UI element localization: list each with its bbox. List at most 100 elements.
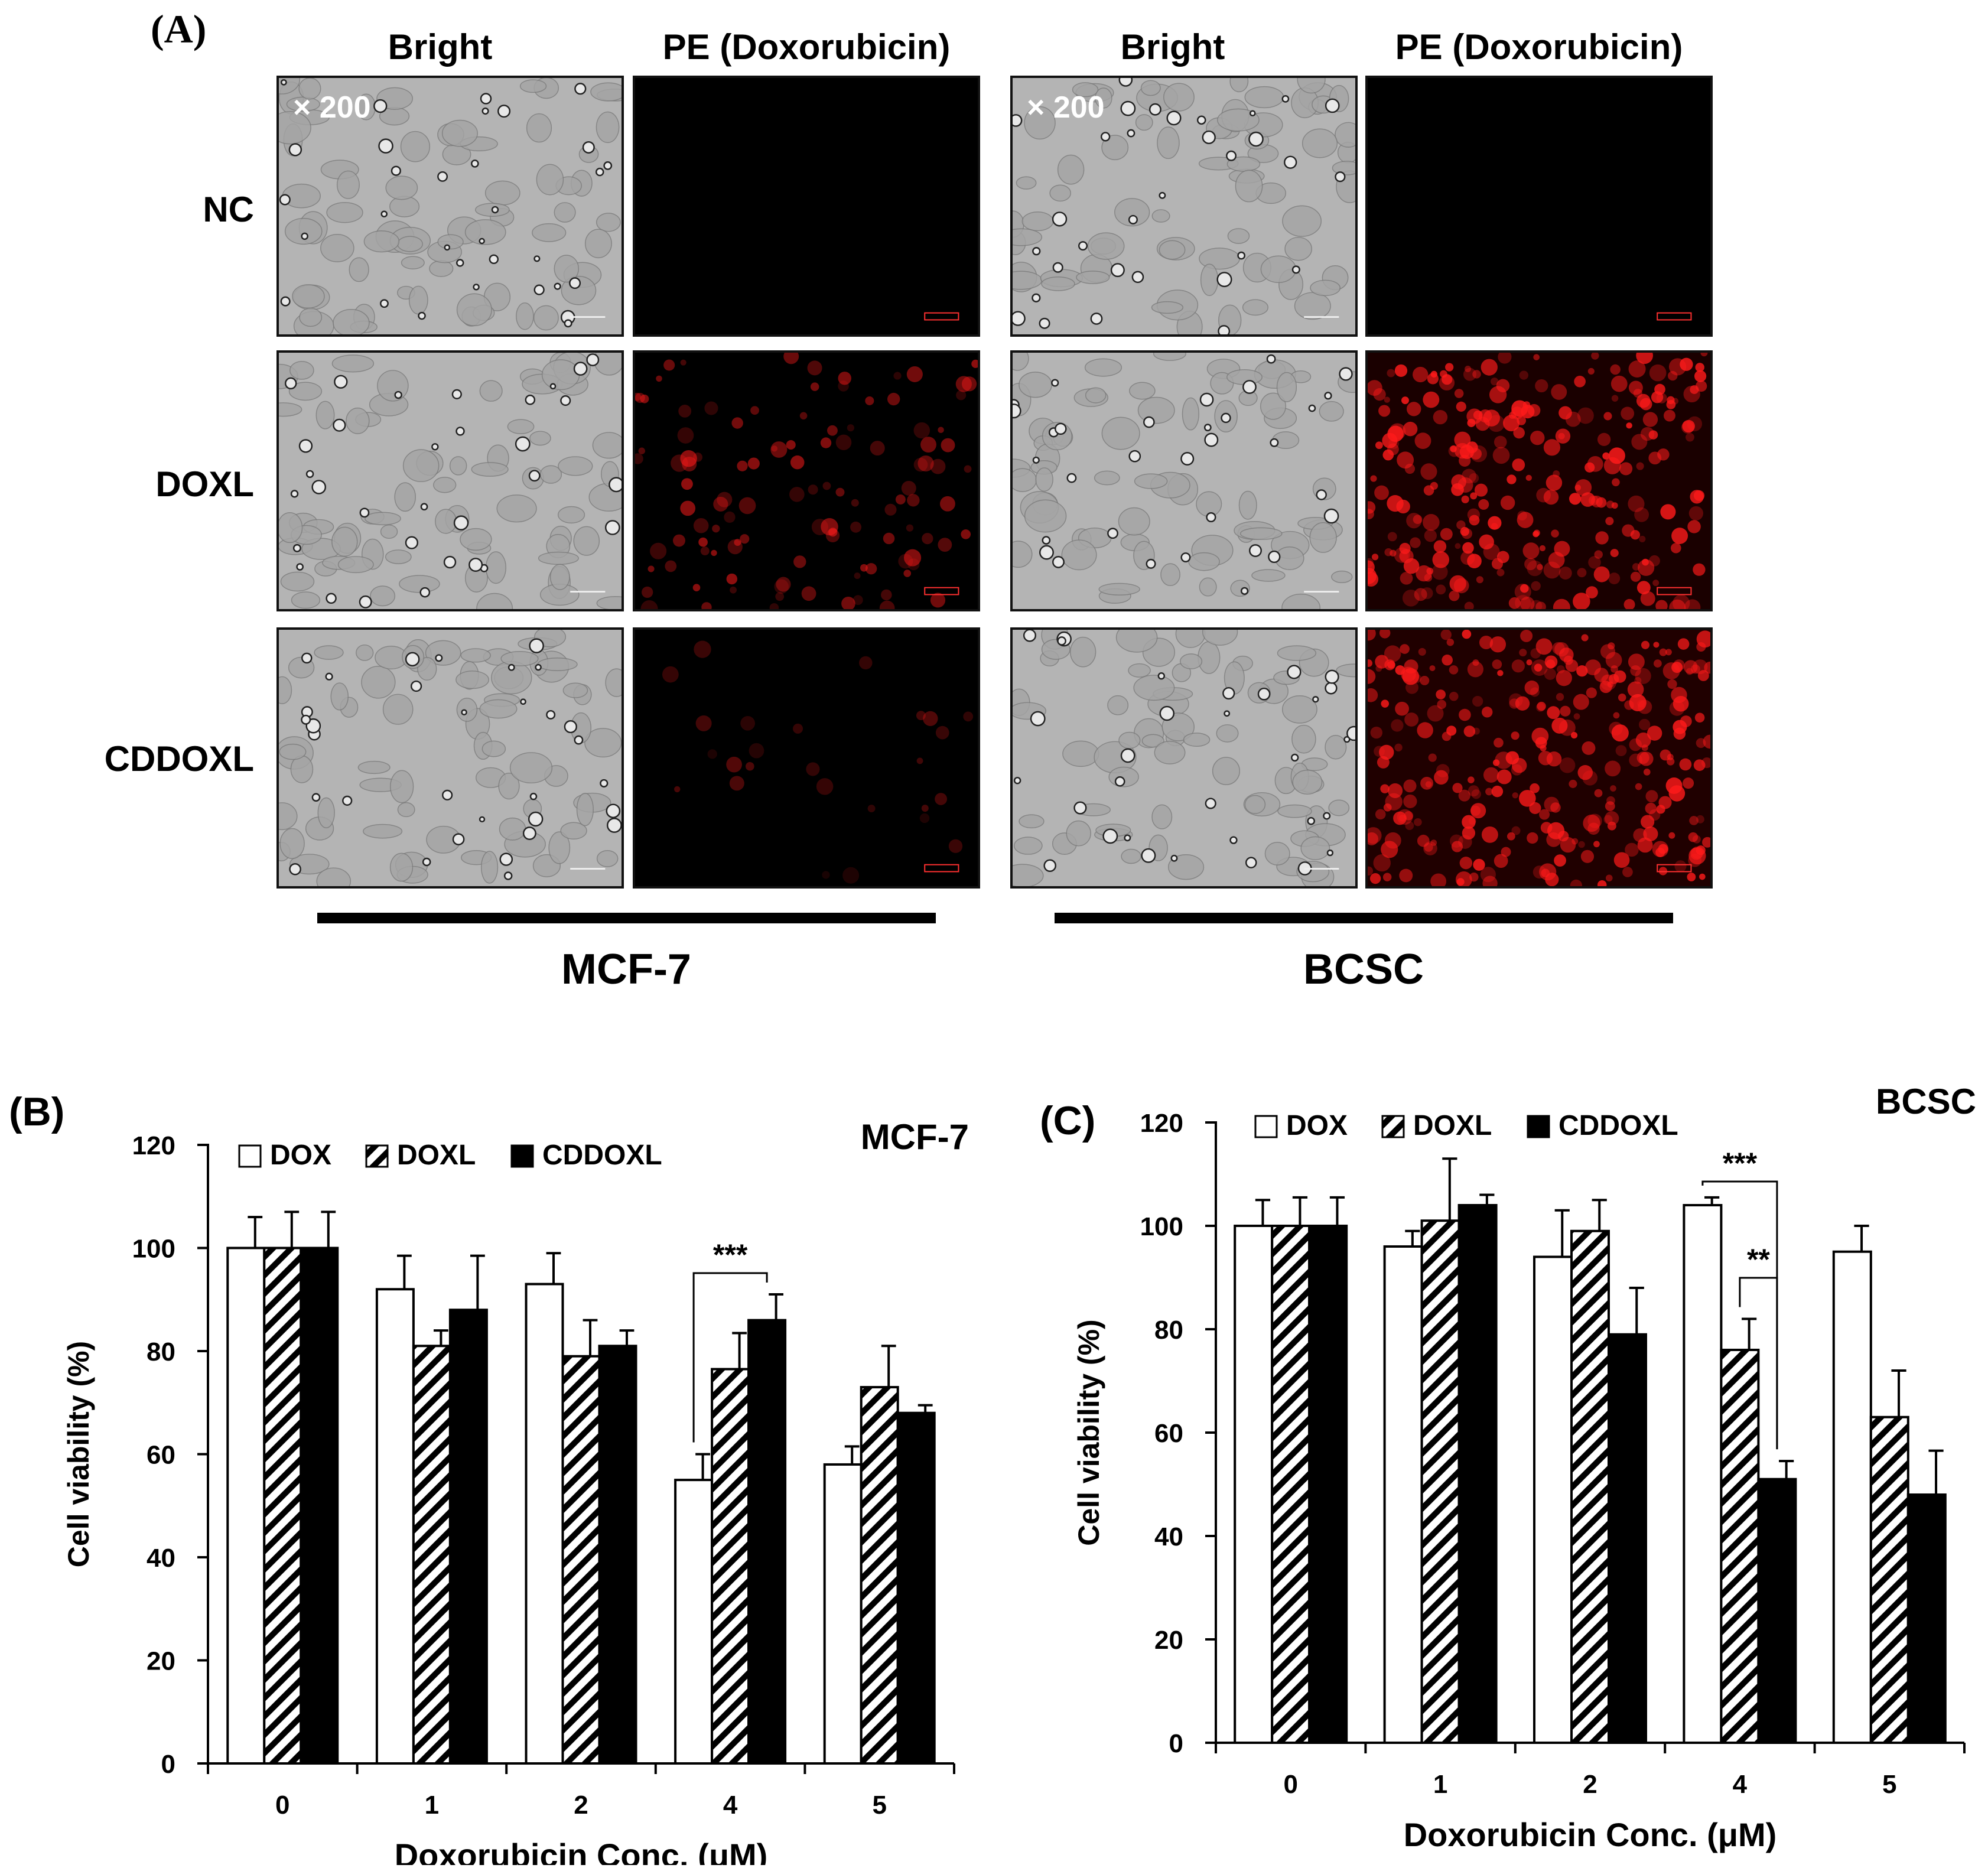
micrograph-texture: [1346, 725, 1355, 741]
micrograph-texture: [1159, 240, 1186, 260]
micrograph-texture: [1217, 108, 1260, 132]
micrograph-texture: [1569, 779, 1577, 788]
micrograph-texture: [1643, 826, 1658, 841]
micrograph-texture: [560, 822, 587, 840]
micrograph-texture: [1336, 663, 1355, 678]
y-tick-label: 20: [147, 1647, 175, 1676]
micrograph-texture: [1530, 600, 1543, 609]
micrograph-texture: [1403, 794, 1417, 809]
micrograph-texture: [1101, 135, 1129, 161]
micrograph-texture: [1442, 655, 1453, 666]
bar: [674, 1479, 714, 1765]
micrograph-texture: [1043, 859, 1057, 872]
micrograph-texture: [560, 395, 571, 406]
micrograph-pe-bcsc-nc: [1365, 76, 1713, 337]
micrograph-texture: [605, 668, 622, 697]
micrograph-texture: [460, 528, 492, 551]
micrograph-texture: [1183, 733, 1211, 747]
micrograph-texture: [606, 818, 622, 833]
micrograph-texture: [1551, 384, 1567, 400]
micrograph-texture: [596, 111, 620, 144]
micrograph-texture: [435, 509, 457, 534]
micrograph-texture: [606, 803, 621, 819]
micrograph-texture: [816, 778, 834, 795]
micrograph-texture: [662, 666, 679, 683]
legend-swatch: [238, 1144, 262, 1168]
micrograph-texture: [1157, 126, 1180, 160]
micrograph-texture: [1019, 372, 1052, 398]
panel-label: (C): [1040, 1098, 1095, 1143]
micrograph-texture: [1545, 873, 1559, 886]
micrograph-texture: [1638, 718, 1651, 731]
micrograph-texture: [533, 255, 541, 262]
micrograph-texture: [774, 579, 789, 594]
micrograph-texture: [1387, 369, 1395, 377]
micrograph-texture: [867, 805, 876, 813]
micrograph-texture: [1544, 796, 1560, 812]
micrograph-texture: [1414, 818, 1422, 826]
micrograph-texture: [399, 575, 440, 593]
micrograph-texture: [410, 680, 422, 692]
micrograph-texture: [279, 828, 305, 860]
micrograph-texture: [1383, 803, 1392, 812]
micrograph-texture: [1623, 598, 1635, 609]
micrograph-texture: [279, 676, 292, 704]
micrograph-texture: [1577, 407, 1594, 424]
micrograph-texture: [1216, 272, 1232, 288]
micrograph-texture: [485, 551, 507, 584]
micrograph-texture: [1369, 873, 1381, 884]
micrograph-texture: [1507, 474, 1517, 484]
micrograph-texture: [883, 532, 895, 545]
micrograph-texture: [1597, 432, 1611, 446]
micrograph-texture: [1166, 110, 1182, 126]
micrograph-texture: [479, 816, 486, 823]
micrograph-texture: [1154, 740, 1186, 764]
micrograph-texture: [1128, 214, 1138, 224]
micrograph-texture: [769, 603, 779, 609]
micrograph-texture: [673, 534, 685, 547]
micrograph-texture: [1515, 696, 1530, 711]
micrograph-texture: [1277, 804, 1312, 818]
micrograph-texture: [916, 757, 923, 764]
micrograph-texture: [325, 672, 333, 681]
micrograph-texture: [471, 462, 509, 477]
micrograph-texture: [1107, 695, 1129, 715]
micrograph-texture: [470, 160, 479, 168]
micrograph-texture: [1180, 452, 1195, 466]
micrograph-texture: [1423, 485, 1434, 496]
micrograph-texture: [1378, 405, 1391, 417]
micrograph-texture: [1023, 630, 1037, 642]
micrograph-texture: [1630, 665, 1641, 676]
micrograph-texture: [1024, 499, 1067, 533]
micrograph-texture: [562, 682, 588, 698]
micrograph-texture: [1612, 478, 1620, 487]
micrograph-texture: [515, 436, 531, 452]
y-tick-label: 60: [1154, 1419, 1183, 1448]
bar: [263, 1247, 302, 1765]
micrograph-texture: [1251, 569, 1286, 582]
micrograph-texture: [1663, 409, 1675, 422]
micrograph-texture: [1061, 539, 1097, 571]
panel-a-label: (A): [151, 6, 207, 51]
micrograph-texture: [1442, 374, 1453, 385]
micrograph-texture: [405, 536, 419, 549]
bar: [412, 1345, 451, 1765]
micrograph-texture: [1404, 712, 1419, 727]
micrograph-texture: [1563, 655, 1573, 665]
y-tick-label: 20: [1154, 1626, 1183, 1655]
micrograph-texture: [1094, 470, 1120, 486]
micrograph-texture: [311, 793, 321, 802]
micrograph-texture: [1114, 776, 1125, 787]
micrograph-texture: [713, 496, 728, 512]
legend-swatch: [1527, 1115, 1550, 1138]
micrograph-texture: [1464, 601, 1474, 609]
micrograph-texture: [1013, 776, 1021, 785]
micrograph-texture: [1454, 431, 1471, 448]
micrograph-texture: [1151, 209, 1170, 223]
micrograph-texture: [1434, 770, 1449, 785]
micrograph-texture: [1689, 816, 1699, 825]
micrograph-texture: [1514, 583, 1531, 600]
micrograph-texture: [1456, 401, 1466, 412]
micrograph-texture: [1381, 841, 1398, 858]
micrograph-texture: [548, 831, 571, 864]
